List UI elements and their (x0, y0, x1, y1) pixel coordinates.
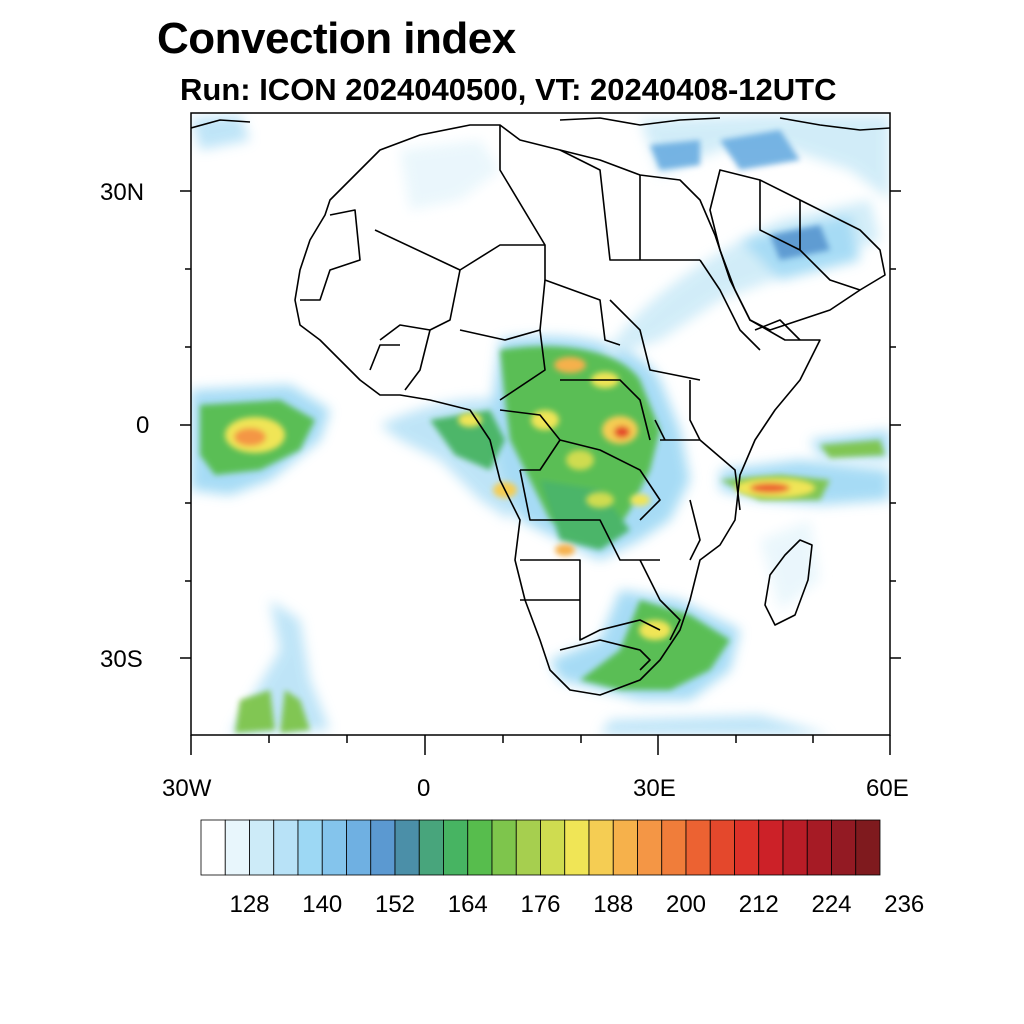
plot-frame (190, 112, 891, 736)
coastlines (191, 117, 890, 696)
lat-label-30s: 30S (100, 646, 143, 673)
colorbar-box (443, 819, 469, 876)
colorbar-tick-label: 140 (302, 891, 342, 918)
colorbar-tick-label: 188 (593, 891, 633, 918)
lon-label-30e: 30E (633, 775, 676, 802)
colorbar-box (418, 819, 444, 876)
colorbar-box (224, 819, 250, 876)
colorbar-box (564, 819, 590, 876)
colorbar-box (855, 819, 881, 876)
map-subtitle: Run: ICON 2024040500, VT: 20240408-12UTC (180, 72, 837, 107)
colorbar-box (394, 819, 420, 876)
colorbar-tick-label: 176 (520, 891, 560, 918)
colorbar-box (515, 819, 541, 876)
colorbar-tick-label: 212 (739, 891, 779, 918)
map-title: Convection index (157, 14, 516, 63)
colorbar-box (709, 819, 735, 876)
colorbar-tick-label: 224 (811, 891, 851, 918)
colorbar-tick-label: 164 (448, 891, 488, 918)
colorbar-box (370, 819, 396, 876)
colorbar-box (346, 819, 372, 876)
colorbar-tick-label: 152 (375, 891, 415, 918)
colorbar-tick-label: 236 (884, 891, 924, 918)
colorbar-box (540, 819, 566, 876)
colorbar-box (806, 819, 832, 876)
colorbar-box (782, 819, 808, 876)
convection-field (191, 115, 890, 735)
colorbar-box (491, 819, 517, 876)
colorbar-box (321, 819, 347, 876)
colorbar-box (612, 819, 638, 876)
lon-label-0: 0 (417, 775, 431, 802)
colorbar-box (588, 819, 614, 876)
colorbar-tick-label: 128 (229, 891, 269, 918)
lat-label-30n: 30N (100, 179, 145, 206)
lat-label-eq: 0 (136, 412, 150, 439)
colorbar-box (637, 819, 663, 876)
colorbar-box (467, 819, 493, 876)
colorbar-box (297, 819, 323, 876)
axis-ticks (180, 190, 901, 755)
colorbar-box (831, 819, 857, 876)
colorbar-box (249, 819, 275, 876)
lon-label-60e: 60E (866, 775, 909, 802)
colorbar-tick-label: 200 (666, 891, 706, 918)
colorbar-box (273, 819, 299, 876)
colorbar-box (661, 819, 687, 876)
colorbar-box (734, 819, 760, 876)
colorbar-box (758, 819, 784, 876)
colorbar-box (685, 819, 711, 876)
colorbar-box (200, 819, 226, 876)
colorbar: 128 140 152 164 176 188 200 212 224 236 (200, 819, 924, 918)
lon-label-30w: 30W (162, 775, 212, 802)
